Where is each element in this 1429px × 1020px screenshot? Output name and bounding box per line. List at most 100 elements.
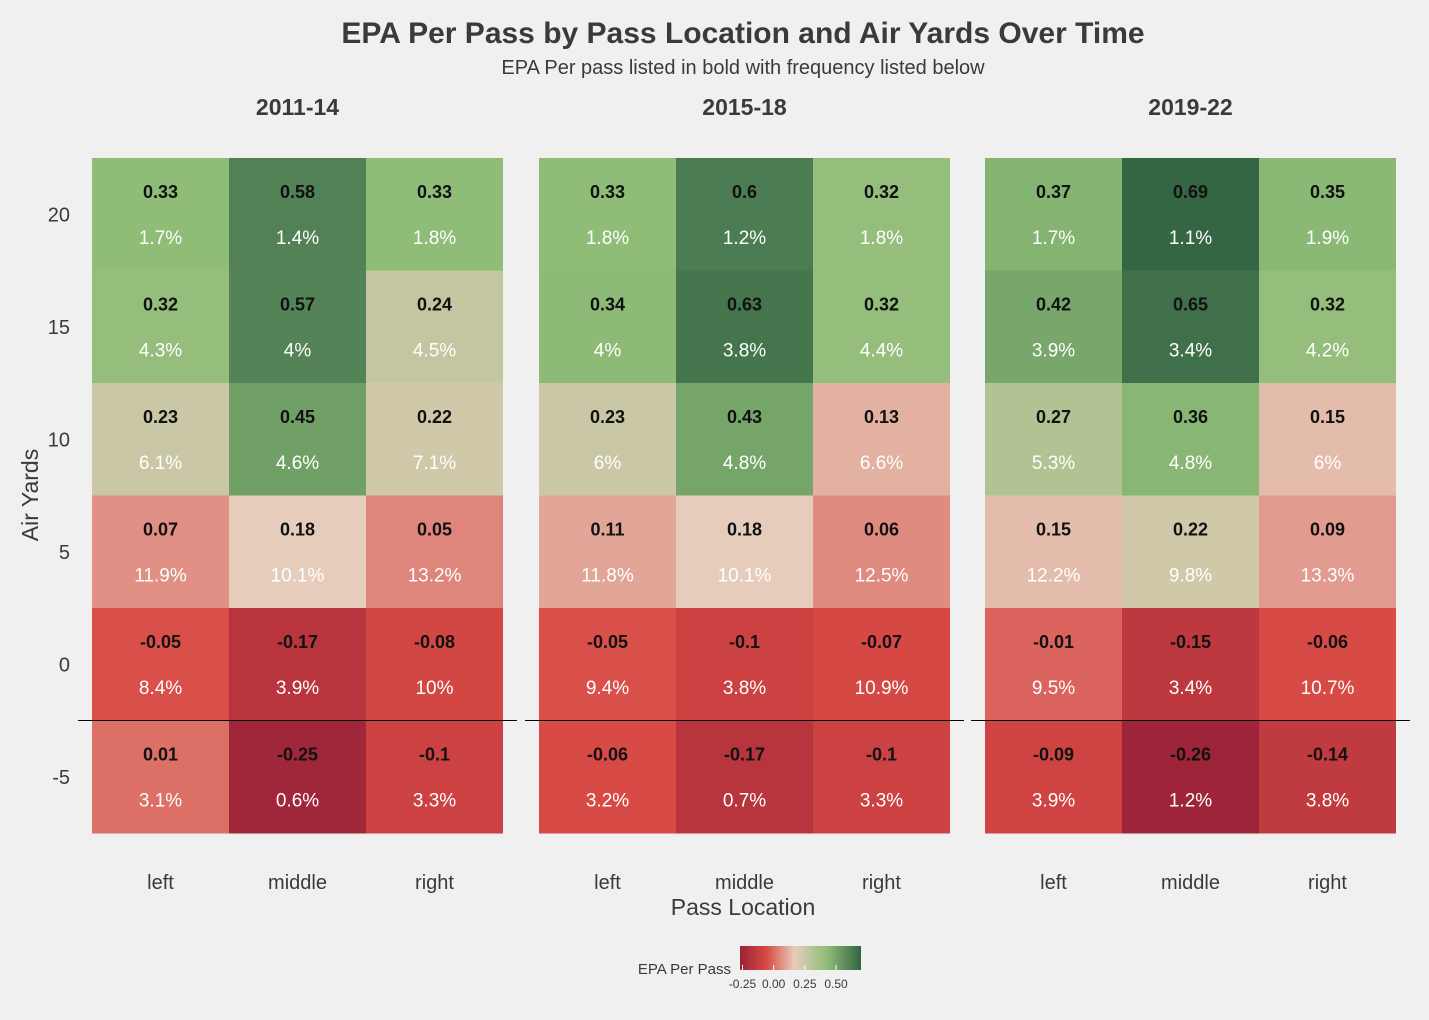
x-tick-label: middle (268, 872, 327, 894)
frequency-label: 6.6% (860, 453, 903, 474)
heatmap-cell (229, 158, 366, 271)
epa-value-label: -0.26 (1170, 745, 1211, 765)
y-tick-label: 15 (48, 317, 70, 339)
heatmap-cell (813, 383, 950, 496)
heatmap-cell (92, 270, 229, 384)
heatmap-cell (539, 383, 676, 496)
frequency-label: 1.8% (413, 228, 456, 249)
epa-value-label: 0.43 (727, 407, 762, 427)
legend-ticks: -0.25 0.00 0.25 0.50 (729, 965, 848, 991)
epa-value-label: 0.01 (143, 745, 178, 765)
epa-value-label: -0.06 (587, 745, 628, 765)
epa-value-label: -0.05 (587, 632, 628, 652)
heatmap-cell (1122, 158, 1259, 271)
epa-value-label: 0.15 (1310, 407, 1345, 427)
frequency-label: 8.4% (139, 678, 182, 699)
color-legend: EPA Per Pass -0.25 0.00 0.25 0.50 (638, 946, 861, 991)
heatmap-cell (92, 720, 229, 834)
epa-value-label: -0.17 (724, 745, 765, 765)
epa-value-label: 0.37 (1036, 182, 1071, 202)
heatmap-cell (366, 270, 503, 384)
frequency-label: 1.2% (723, 228, 766, 249)
frequency-label: 3.4% (1169, 678, 1212, 699)
epa-value-label: -0.1 (729, 632, 760, 652)
frequency-label: 10% (415, 678, 453, 699)
epa-value-label: 0.23 (143, 407, 178, 427)
heatmap-cell (1259, 720, 1396, 834)
frequency-label: 0.7% (723, 791, 766, 812)
epa-value-label: 0.34 (590, 295, 625, 315)
frequency-label: 1.1% (1169, 228, 1212, 249)
frequency-label: 4.8% (1169, 453, 1212, 474)
heatmap-cell (1122, 383, 1259, 496)
legend-tick-label: 0.25 (793, 977, 817, 991)
frequency-label: 4% (284, 341, 312, 362)
epa-value-label: -0.14 (1307, 745, 1348, 765)
heatmap-cell (1259, 270, 1396, 384)
x-tick-label: left (594, 872, 621, 894)
epa-value-label: 0.32 (864, 182, 899, 202)
epa-value-label: 0.09 (1310, 520, 1345, 540)
legend-tick-label: 0.50 (824, 977, 848, 991)
frequency-label: 1.8% (860, 228, 903, 249)
facet-label: 2019-22 (1148, 94, 1232, 120)
heatmap-cell (229, 495, 366, 609)
heatmap-cell (366, 158, 503, 271)
frequency-label: 3.4% (1169, 341, 1212, 362)
frequency-label: 3.3% (860, 791, 903, 812)
frequency-label: 1.8% (586, 228, 629, 249)
heatmap-cell (676, 720, 813, 834)
heatmap-cell (366, 608, 503, 721)
epa-value-label: -0.06 (1307, 632, 1348, 652)
frequency-label: 1.4% (276, 228, 319, 249)
y-tick-label: 10 (48, 429, 70, 451)
frequency-label: 3.8% (723, 341, 766, 362)
heatmap-cell (676, 158, 813, 271)
frequency-label: 3.9% (276, 678, 319, 699)
frequency-label: 12.2% (1027, 566, 1081, 587)
frequency-label: 9.8% (1169, 566, 1212, 587)
epa-value-label: 0.23 (590, 407, 625, 427)
heatmap-cell (985, 608, 1122, 721)
y-tick-label: 20 (48, 204, 70, 226)
frequency-label: 13.2% (408, 566, 462, 587)
epa-value-label: -0.25 (277, 745, 318, 765)
heatmap-cell (985, 270, 1122, 384)
legend-colorbar (740, 946, 861, 970)
heatmap-cell (813, 270, 950, 384)
frequency-label: 7.1% (413, 453, 456, 474)
frequency-label: 4.4% (860, 341, 903, 362)
heatmap-cell (985, 720, 1122, 834)
epa-value-label: 0.22 (417, 407, 452, 427)
heatmap-cell (92, 495, 229, 609)
epa-value-label: 0.11 (590, 520, 624, 540)
epa-value-label: 0.65 (1173, 295, 1208, 315)
heatmap-cell (813, 720, 950, 834)
frequency-label: 4.5% (413, 341, 456, 362)
epa-value-label: -0.07 (861, 632, 902, 652)
heatmap-cell (1259, 608, 1396, 721)
epa-value-label: 0.45 (280, 407, 315, 427)
frequency-label: 9.5% (1032, 678, 1075, 699)
x-tick-label: right (862, 872, 901, 894)
frequency-label: 1.2% (1169, 791, 1212, 812)
heatmap-cell (813, 158, 950, 271)
frequency-label: 12.5% (855, 566, 909, 587)
epa-value-label: 0.07 (143, 520, 178, 540)
heatmap-cell (366, 495, 503, 609)
frequency-label: 10.7% (1301, 678, 1355, 699)
epa-value-label: -0.01 (1033, 632, 1074, 652)
epa-value-label: 0.69 (1173, 182, 1208, 202)
heatmap-cell (813, 495, 950, 609)
frequency-label: 9.4% (586, 678, 629, 699)
frequency-label: 3.2% (586, 791, 629, 812)
frequency-label: 4.6% (276, 453, 319, 474)
heatmap-cell (92, 158, 229, 271)
frequency-label: 11.9% (134, 566, 187, 587)
epa-value-label: 0.24 (417, 295, 452, 315)
epa-value-label: -0.09 (1033, 745, 1074, 765)
x-tick-label: right (1308, 872, 1347, 894)
epa-value-label: 0.18 (727, 520, 762, 540)
chart-title: EPA Per Pass by Pass Location and Air Ya… (341, 17, 1144, 50)
epa-value-label: 0.06 (864, 520, 899, 540)
